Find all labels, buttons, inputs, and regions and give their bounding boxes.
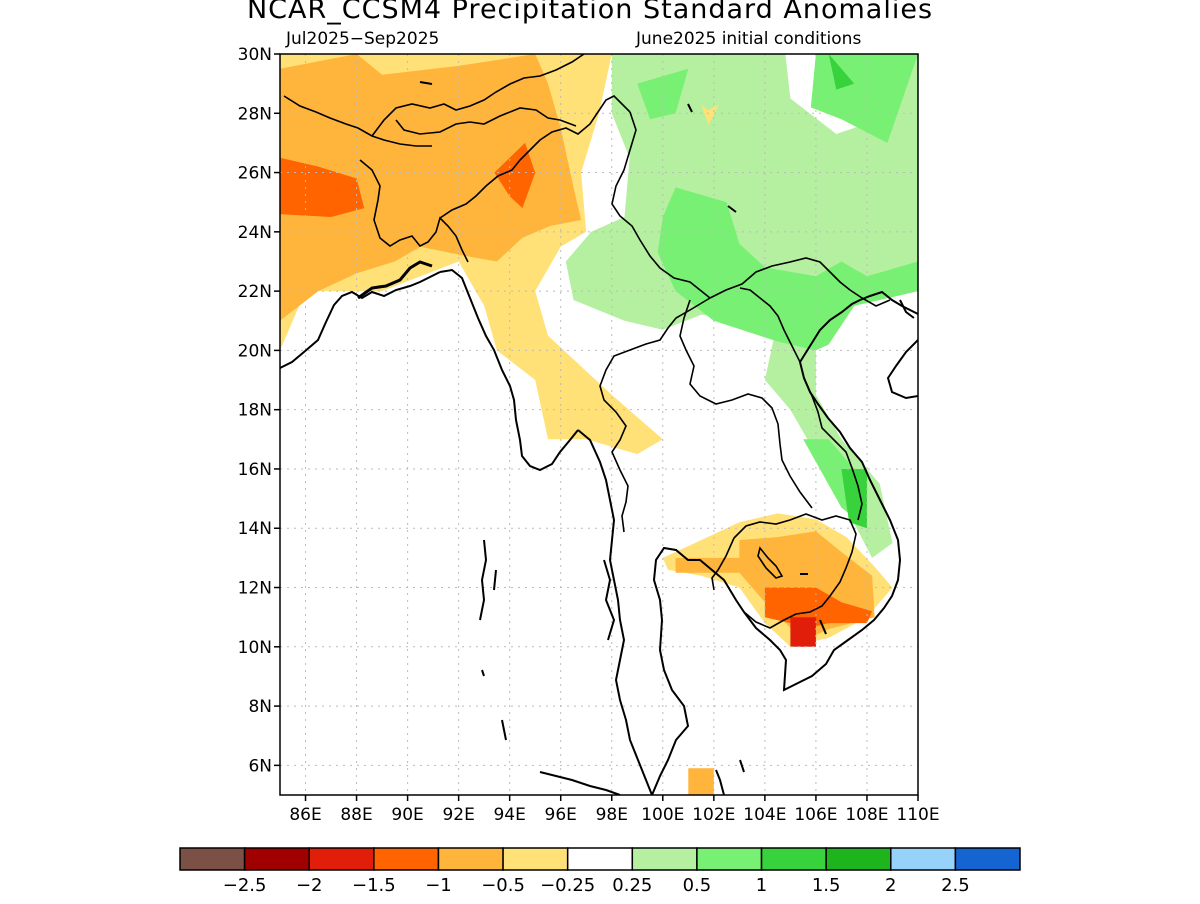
lon-label-8: 102E [692, 805, 735, 825]
colorbar-swatch-10 [825, 847, 892, 871]
colorbar-label-11: 2.5 [941, 875, 970, 896]
lon-label-7: 100E [641, 805, 684, 825]
lat-label-6: 18N [238, 401, 272, 421]
colorbar-label-1: −2 [296, 875, 323, 896]
gulf-of-thailand-coast [651, 290, 918, 795]
colorbar-label-0: −2.5 [223, 875, 267, 896]
coastlines-borders [280, 54, 918, 795]
china-vietnam-border [849, 289, 891, 307]
colorbar-swatch-3 [373, 847, 440, 871]
tonle-sap-lake [757, 546, 784, 579]
lon-label-11: 108E [845, 805, 888, 825]
lon-label-3: 92E [442, 805, 474, 825]
anomaly-region-10 [841, 469, 867, 529]
lon-label-5: 96E [545, 805, 577, 825]
map-frame [274, 53, 919, 801]
lon-label-1: 88E [340, 805, 372, 825]
lat-label-11: 8N [248, 697, 272, 717]
colorbar-label-2: −1.5 [352, 875, 396, 896]
initial-conditions-label: June2025 initial conditions [636, 29, 862, 49]
bhutan-border [395, 107, 577, 135]
colorbar-swatch-4 [437, 847, 504, 871]
lon-label-10: 106E [794, 805, 837, 825]
colorbar-swatch-8 [696, 847, 763, 871]
ganges-delta [357, 260, 433, 300]
myanmar-thailand-border [599, 297, 711, 533]
lon-label-2: 90E [391, 805, 423, 825]
northeast-india-border [439, 95, 631, 219]
lat-label-3: 24N [238, 223, 272, 243]
lon-label-12: 110E [896, 805, 939, 825]
anomaly-region-15 [688, 768, 714, 795]
anomaly-region-3 [494, 142, 536, 209]
colorbar [179, 847, 1021, 871]
laos-thai-border [679, 299, 813, 509]
andaman-islands [479, 539, 507, 741]
colorbar-swatch-12 [954, 847, 1021, 871]
cambodia-border [733, 513, 857, 629]
anomaly-region-1 [280, 54, 582, 321]
vietnam-laos-border-south [803, 377, 863, 521]
anomaly-shading [280, 54, 918, 795]
colorbar-label-6: 0.25 [612, 875, 652, 896]
lon-label-9: 104E [743, 805, 786, 825]
colorbar-label-9: 1.5 [812, 875, 841, 896]
colorbar-swatch-0 [179, 847, 246, 871]
lat-label-5: 20N [238, 341, 272, 361]
colorbar-label-3: −1 [425, 875, 452, 896]
colorbar-label-8: 1 [756, 875, 767, 896]
lat-label-4: 22N [238, 282, 272, 302]
longitude-labels: 86E 88E 90E 92E 94E 96E 98E 100E 102E 104E 106E 108… [289, 805, 939, 825]
myanmar-china-border [611, 111, 711, 299]
peninsula-west-coast [577, 429, 653, 795]
mergui-archipelago [603, 559, 616, 641]
lat-label-7: 16N [238, 460, 272, 480]
plot-title: NCAR_CCSM4 Precipitation Standard Anomal… [246, 0, 934, 25]
hainan-island [899, 299, 915, 319]
colorbar-swatch-2 [308, 847, 375, 871]
malaya-coast [539, 759, 745, 795]
colorbar-label-7: 0.5 [683, 875, 712, 896]
nepal-border [283, 95, 432, 147]
anomaly-region-5 [637, 68, 689, 120]
colorbar-swatch-5 [502, 847, 569, 871]
colorbar-swatch-9 [760, 847, 827, 871]
lat-label-2: 26N [238, 164, 272, 184]
colorbar-swatch-6 [566, 847, 634, 871]
thai-cambodia-border [711, 537, 735, 591]
colorbar-label-4: −0.5 [481, 875, 525, 896]
anomaly-region-7 [657, 187, 918, 351]
lat-label-12: 6N [248, 756, 272, 776]
bangladesh-border [359, 159, 469, 263]
lon-label-6: 98E [596, 805, 628, 825]
colorbar-swatch-1 [243, 847, 310, 871]
myanmar-coast [439, 268, 579, 472]
colorbar-swatch-11 [890, 847, 957, 871]
small-islands [419, 81, 827, 635]
laos-border [709, 257, 851, 299]
vietnam-coast-east [886, 339, 918, 400]
latitude-labels: 30N 28N 26N 24N 22N 20N 18N 16N 14N 12N 10N 8N 6N [238, 45, 272, 776]
laos-vietnam-border [739, 287, 801, 363]
india-east-coast [280, 271, 441, 369]
himalaya-border [371, 54, 585, 137]
anomaly-region-9 [828, 54, 855, 90]
lat-label-8: 14N [238, 519, 272, 539]
lat-label-0: 30N [238, 45, 272, 65]
lon-label-0: 86E [289, 805, 321, 825]
forecast-period-label: Jul2025−Sep2025 [286, 29, 440, 49]
lon-label-4: 94E [493, 805, 525, 825]
anomaly-region-14 [790, 617, 816, 647]
colorbar-label-10: 2 [885, 875, 896, 896]
colorbar-swatch-7 [631, 847, 698, 871]
colorbar-label-5: −0.25 [540, 875, 595, 896]
lat-label-10: 10N [238, 638, 272, 658]
colorbar-labels: −2.5 −2 −1.5 −1 −0.5 −0.25 0.25 0.5 1 1.5 2 2.5 [223, 875, 970, 896]
lat-label-9: 12N [238, 579, 272, 599]
lat-label-1: 28N [238, 104, 272, 124]
anomaly-region-16 [701, 104, 719, 126]
